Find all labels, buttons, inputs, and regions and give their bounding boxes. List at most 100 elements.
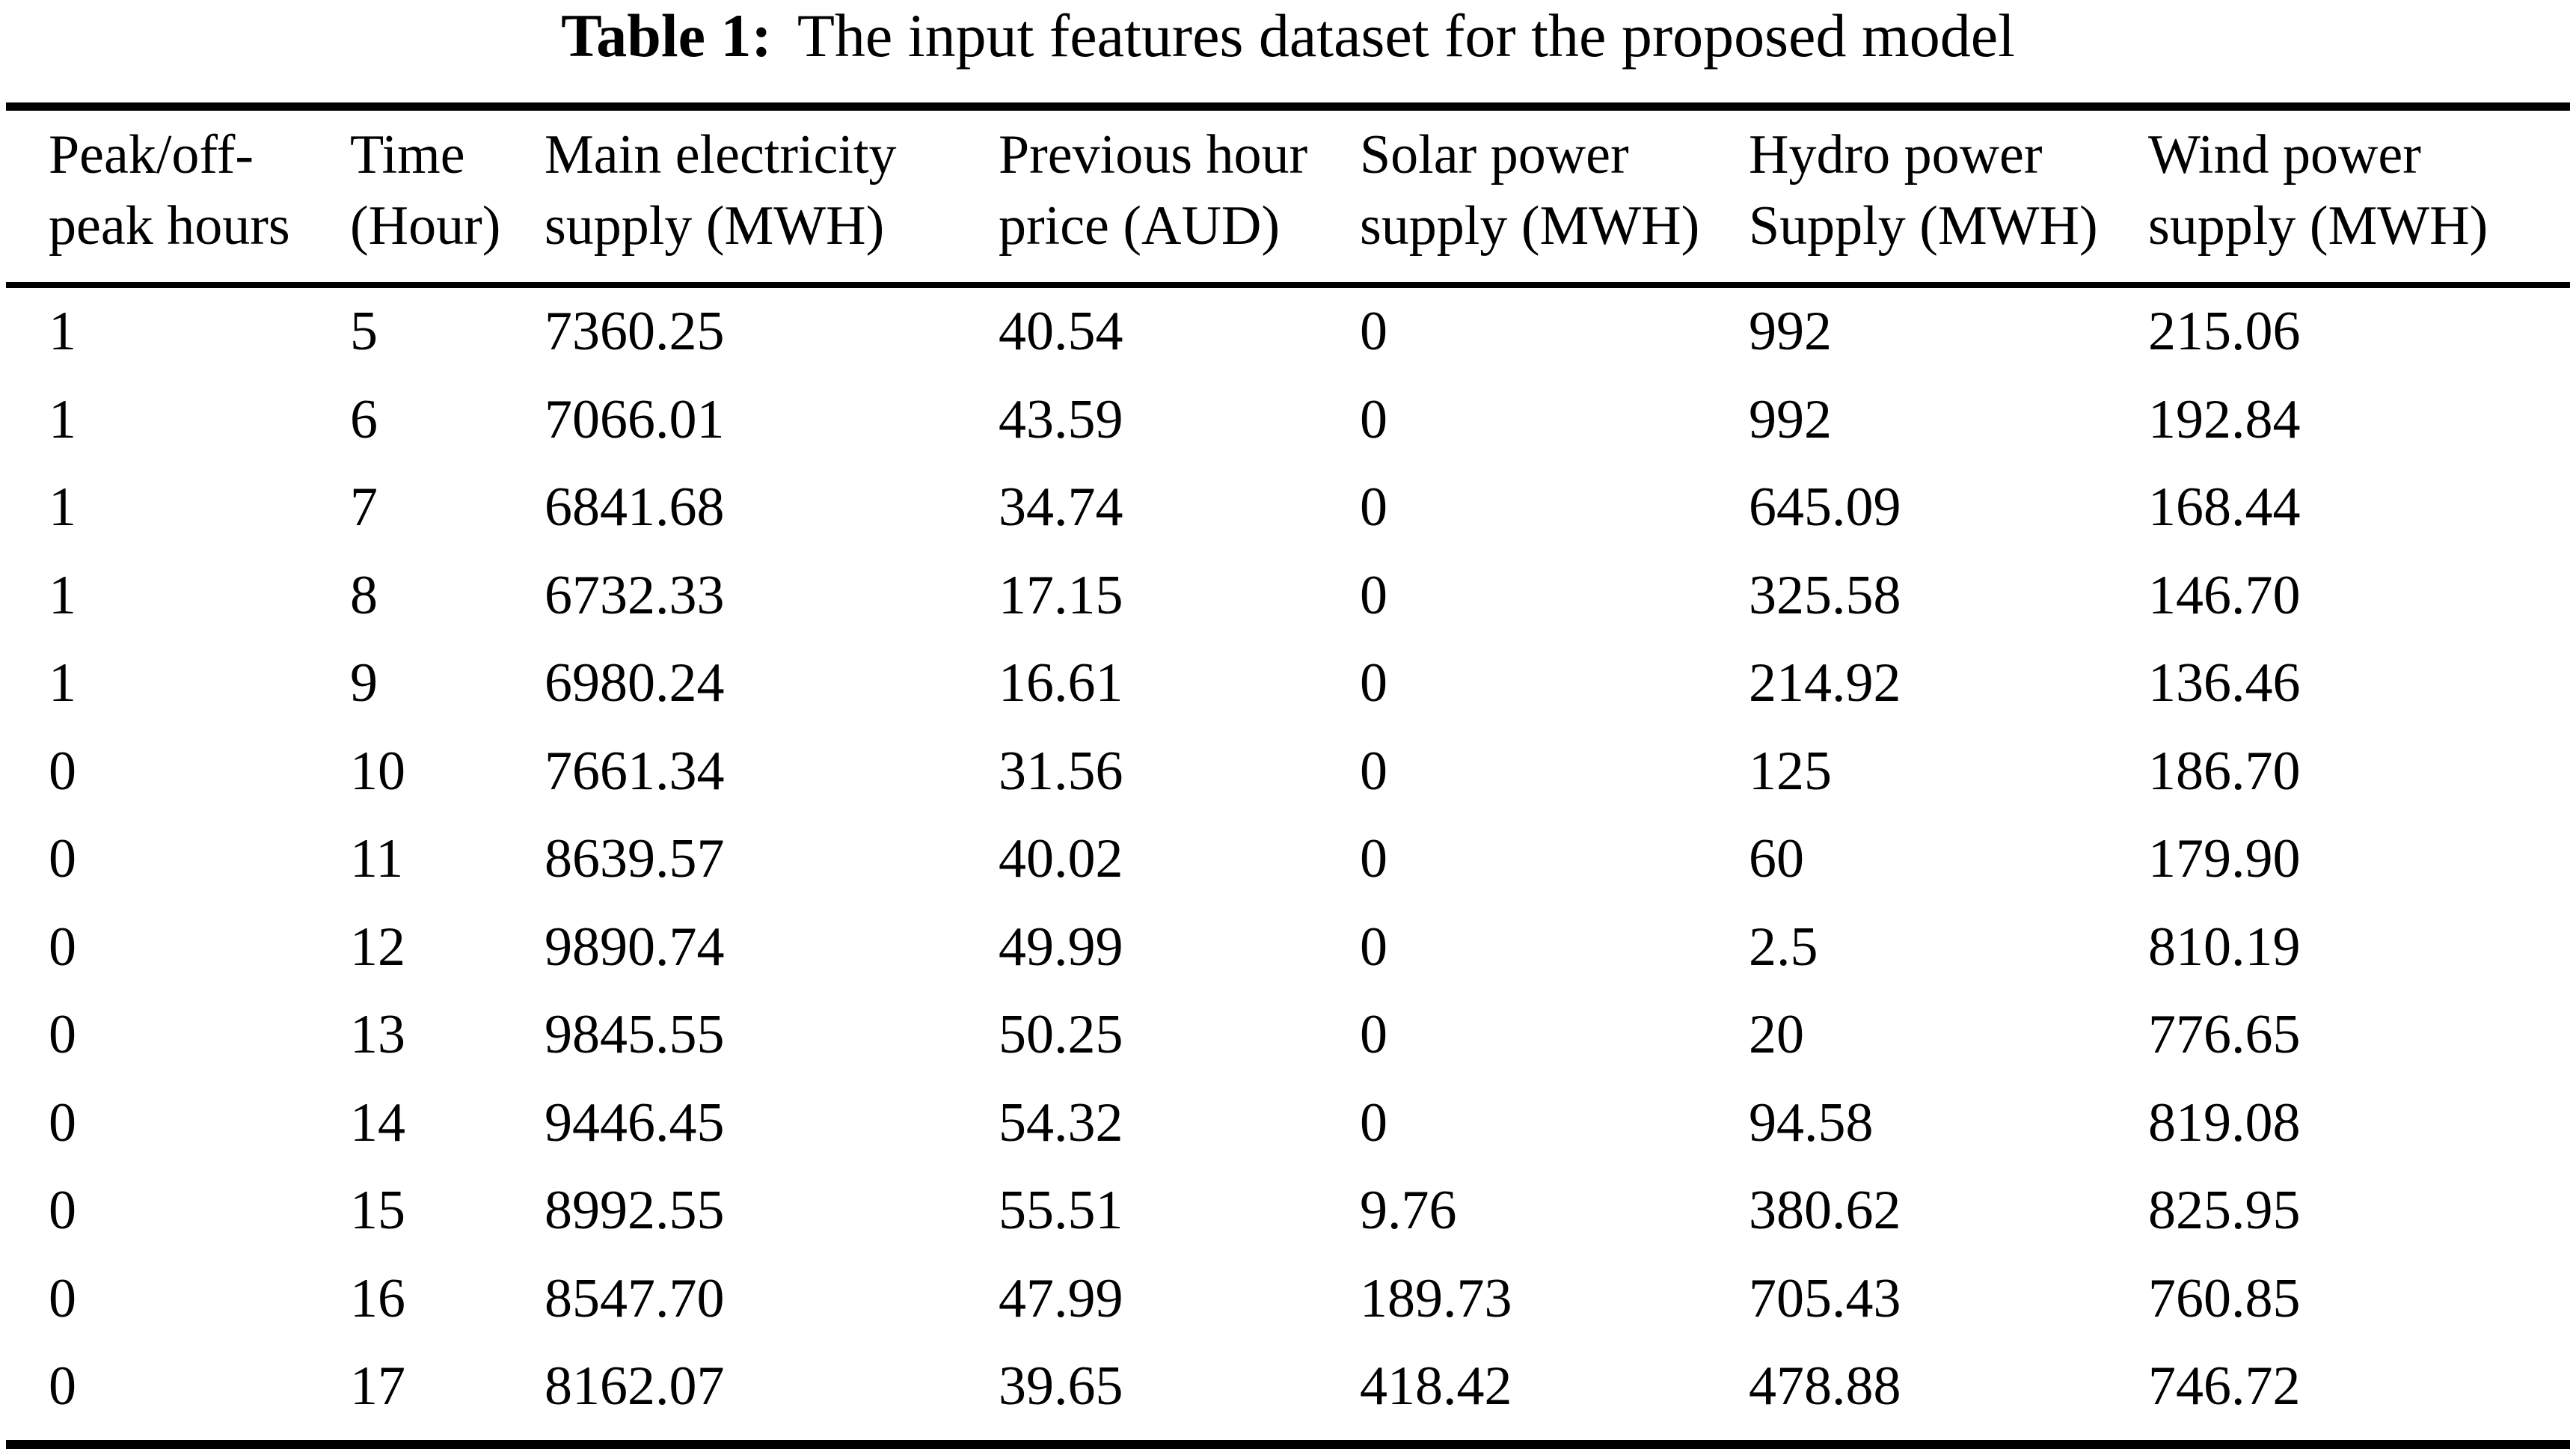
table-cell: 0 xyxy=(1360,301,1387,362)
table-cell: 0 xyxy=(1360,740,1387,802)
table-cell: 7360.25 xyxy=(545,301,725,362)
header-line: Solar power xyxy=(1360,124,1629,186)
header-line: peak hours xyxy=(49,195,290,257)
table-cell: 1 xyxy=(49,388,76,450)
table-cell: 214.92 xyxy=(1749,652,1901,714)
table-cell: 8547.70 xyxy=(545,1267,725,1329)
table-cell: 0 xyxy=(49,916,76,978)
table-cell: 380.62 xyxy=(1749,1180,1901,1241)
table-cell: 12 xyxy=(350,916,405,978)
table-cell: 1 xyxy=(49,652,76,714)
table-cell: 0 xyxy=(1360,477,1387,538)
table-row: 1 9 6980.24 16.61 0 214.92 136.46 xyxy=(0,655,2576,742)
table-cell: 192.84 xyxy=(2148,388,2301,450)
table-cell: 6980.24 xyxy=(545,652,725,714)
header-line: Hydro power xyxy=(1749,124,2043,186)
table-cell: 992 xyxy=(1749,388,1832,450)
table-cell: 49.99 xyxy=(999,916,1123,978)
table-cell: 55.51 xyxy=(999,1180,1123,1241)
table-row: 0 12 9890.74 49.99 0 2.5 810.19 xyxy=(0,919,2576,1006)
table-cell: 9845.55 xyxy=(545,1004,725,1065)
table-row: 0 17 8162.07 39.65 418.42 478.88 746.72 xyxy=(0,1358,2576,1445)
table-cell: 60 xyxy=(1749,828,1804,889)
table-cell: 11 xyxy=(350,828,404,889)
table-cell: 9890.74 xyxy=(545,916,725,978)
table-row: 1 7 6841.68 34.74 0 645.09 168.44 xyxy=(0,479,2576,566)
table-cell: 17 xyxy=(350,1356,405,1417)
table-cell: 47.99 xyxy=(999,1267,1123,1329)
table-row: 1 5 7360.25 40.54 0 992 215.06 xyxy=(0,303,2576,390)
table-cell: 0 xyxy=(1360,388,1387,450)
table-cell: 10 xyxy=(350,740,405,802)
table-cell: 8162.07 xyxy=(545,1356,725,1417)
table-cell: 992 xyxy=(1749,301,1832,362)
table-cell: 8639.57 xyxy=(545,828,725,889)
table-cell: 5 xyxy=(350,301,378,362)
table-row: 0 11 8639.57 40.02 0 60 179.90 xyxy=(0,830,2576,918)
table-header: Peak/off- peak hours Time (Hour) Main el… xyxy=(0,120,2576,282)
table-cell: 0 xyxy=(49,1180,76,1241)
table-cell: 189.73 xyxy=(1360,1267,1512,1329)
table-row: 1 6 7066.01 43.59 0 992 192.84 xyxy=(0,391,2576,479)
table-row: 0 14 9446.45 54.32 0 94.58 819.08 xyxy=(0,1094,2576,1182)
table-cell: 6841.68 xyxy=(545,477,725,538)
table-cell: 810.19 xyxy=(2148,916,2301,978)
table-cell: 7 xyxy=(350,477,378,538)
caption-text: The input features dataset for the propo… xyxy=(797,1,2015,70)
table-cell: 0 xyxy=(49,740,76,802)
table-cell: 8992.55 xyxy=(545,1180,725,1241)
table-cell: 1 xyxy=(49,477,76,538)
table-cell: 50.25 xyxy=(999,1004,1123,1065)
table-cell: 17.15 xyxy=(999,564,1123,626)
table-cell: 40.02 xyxy=(999,828,1123,889)
table-cell: 478.88 xyxy=(1749,1356,1901,1417)
table-cell: 15 xyxy=(350,1180,405,1241)
table-cell: 1 xyxy=(49,564,76,626)
table-row: 0 15 8992.55 55.51 9.76 380.62 825.95 xyxy=(0,1182,2576,1269)
table-row: 0 10 7661.34 31.56 0 125 186.70 xyxy=(0,743,2576,830)
table-cell: 40.54 xyxy=(999,301,1123,362)
table-cell: 1 xyxy=(49,301,76,362)
header-line: Peak/off- xyxy=(49,124,254,186)
header-line: Wind power xyxy=(2148,124,2421,186)
table-cell: 0 xyxy=(1360,652,1387,714)
header-line: Time xyxy=(350,124,465,186)
column-header-time-hour: Time (Hour) xyxy=(350,120,500,262)
column-header-peak-offpeak-hours: Peak/off- peak hours xyxy=(49,120,290,262)
table-cell: 0 xyxy=(49,1091,76,1154)
header-line: Previous hour xyxy=(999,124,1308,186)
table-cell: 31.56 xyxy=(999,740,1123,802)
table-cell: 2.5 xyxy=(1749,916,1818,978)
header-line: Supply (MWH) xyxy=(1749,195,2098,257)
table-cell: 136.46 xyxy=(2148,652,2301,714)
table-cell: 186.70 xyxy=(2148,740,2301,802)
table-cell: 20 xyxy=(1749,1004,1804,1065)
table-cell: 146.70 xyxy=(2148,564,2301,626)
table-cell: 0 xyxy=(49,1004,76,1065)
table-cell: 0 xyxy=(49,828,76,889)
table-row: 1 8 6732.33 17.15 0 325.58 146.70 xyxy=(0,567,2576,655)
column-header-solar-power-supply: Solar power supply (MWH) xyxy=(1360,120,1699,262)
header-separator-rule xyxy=(6,282,2570,288)
table-cell: 0 xyxy=(1360,1004,1387,1065)
header-line: supply (MWH) xyxy=(2148,195,2488,257)
table-cell: 7066.01 xyxy=(545,388,725,450)
table-cell: 645.09 xyxy=(1749,477,1901,538)
table-cell: 0 xyxy=(1360,1091,1387,1154)
table-cell: 6732.33 xyxy=(545,564,725,626)
table-cell: 746.72 xyxy=(2148,1356,2301,1417)
table-cell: 705.43 xyxy=(1749,1267,1901,1329)
table-cell: 0 xyxy=(1360,564,1387,626)
column-header-hydro-power-supply: Hydro power Supply (MWH) xyxy=(1749,120,2098,262)
header-line: price (AUD) xyxy=(999,195,1280,257)
table-row: 0 16 8547.70 47.99 189.73 705.43 760.85 xyxy=(0,1270,2576,1358)
table-cell: 0 xyxy=(1360,828,1387,889)
table-cell: 94.58 xyxy=(1749,1091,1874,1154)
table-cell: 0 xyxy=(49,1356,76,1417)
table-cell: 0 xyxy=(1360,916,1387,978)
table-cell: 16.61 xyxy=(999,652,1123,714)
table-cell: 9446.45 xyxy=(545,1091,725,1154)
table-cell: 760.85 xyxy=(2148,1267,2301,1329)
table-cell: 54.32 xyxy=(999,1091,1123,1154)
table-cell: 16 xyxy=(350,1267,405,1329)
